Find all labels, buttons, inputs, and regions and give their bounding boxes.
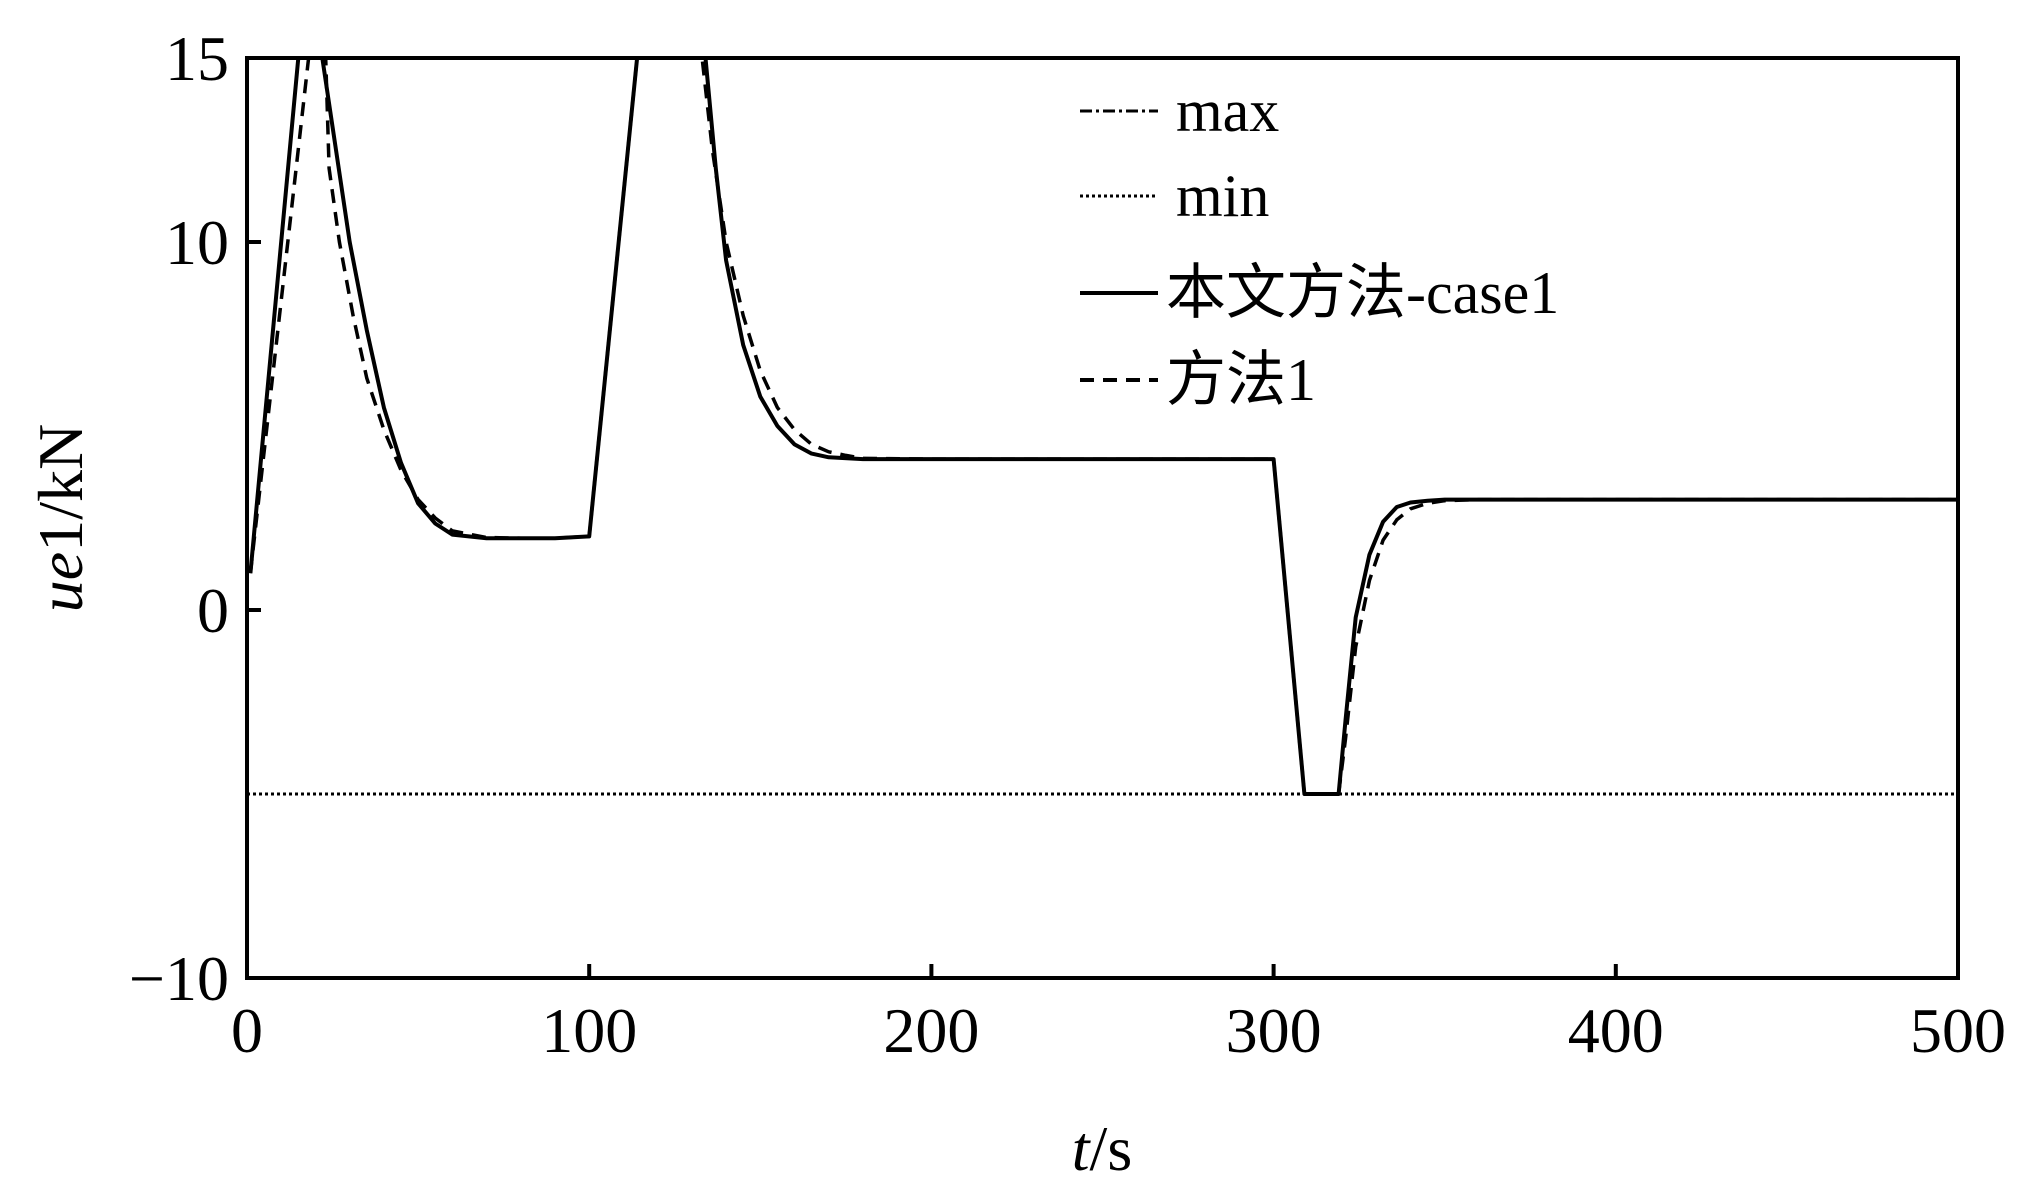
y-tick-label-3: 15 xyxy=(165,23,229,94)
x-tick-label-1: 100 xyxy=(541,995,637,1066)
legend-label-max: max xyxy=(1176,78,1279,144)
plot-frame xyxy=(245,56,1960,980)
legend-label-method1: 方法1 xyxy=(1166,347,1316,413)
x-tick-label-4: 400 xyxy=(1568,995,1664,1066)
legend-label-min: min xyxy=(1176,163,1269,229)
legend-label-case1: 本文方法-case1 xyxy=(1166,260,1559,326)
x-axis-title-rest: /s xyxy=(1090,1113,1133,1184)
series-line-3 xyxy=(248,56,1958,796)
y-axis-title: ue1/kN xyxy=(25,424,96,612)
x-tick-label-5: 500 xyxy=(1910,995,2006,1066)
legend: max min 本文方法-case1 方法1 xyxy=(1080,78,1559,413)
x-axis-title: t/s xyxy=(1072,1113,1132,1184)
y-tick-label-1: 0 xyxy=(197,575,229,646)
y-axis-title-italic: ue xyxy=(25,552,96,612)
y-tick-label-0: −10 xyxy=(129,943,229,1014)
x-tick-label-0: 0 xyxy=(231,995,263,1066)
y-axis-title-rest: 1/kN xyxy=(25,424,96,552)
y-tick-label-2: 10 xyxy=(165,207,229,278)
x-tick-label-3: 300 xyxy=(1226,995,1322,1066)
x-tick-label-2: 200 xyxy=(883,995,979,1066)
series-line-2 xyxy=(248,56,1958,796)
x-axis-title-italic: t xyxy=(1072,1113,1092,1184)
